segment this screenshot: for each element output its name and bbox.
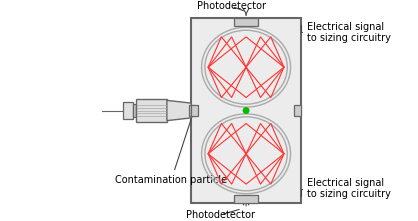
Bar xyxy=(189,105,194,116)
Text: Photodetector: Photodetector xyxy=(197,1,266,11)
Bar xyxy=(136,99,167,122)
Text: Contamination particle: Contamination particle xyxy=(115,115,227,185)
Bar xyxy=(133,104,136,117)
Bar xyxy=(191,17,301,204)
Text: Electrical signal
to sizing circuitry: Electrical signal to sizing circuitry xyxy=(301,22,391,43)
Text: Electrical signal
to sizing circuitry: Electrical signal to sizing circuitry xyxy=(301,178,391,199)
Bar xyxy=(122,103,133,118)
Bar xyxy=(234,17,257,26)
Text: Photodetector: Photodetector xyxy=(186,210,255,220)
Bar xyxy=(234,195,257,204)
Circle shape xyxy=(243,108,249,113)
Bar xyxy=(191,105,198,116)
Polygon shape xyxy=(167,100,191,121)
Bar xyxy=(294,105,301,116)
